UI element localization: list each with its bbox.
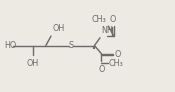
Text: O: O [114, 50, 121, 59]
Text: NH: NH [101, 26, 113, 35]
Text: OH: OH [52, 24, 65, 33]
Text: O: O [109, 15, 116, 24]
Text: CH₃: CH₃ [92, 15, 107, 24]
Text: S: S [68, 41, 73, 50]
Text: OH: OH [27, 59, 39, 68]
Text: CH₃: CH₃ [109, 59, 124, 68]
Text: O: O [98, 65, 105, 74]
Text: HO: HO [4, 41, 16, 50]
